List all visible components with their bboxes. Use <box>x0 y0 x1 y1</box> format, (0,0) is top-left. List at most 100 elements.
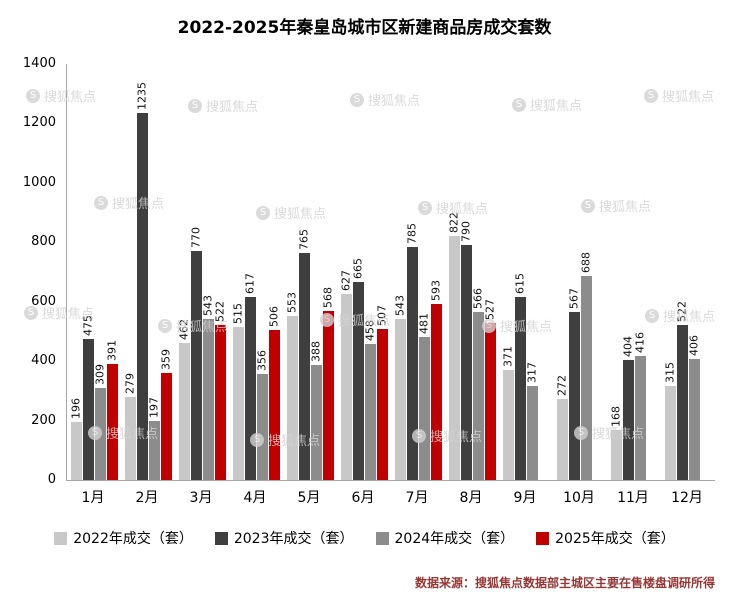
bar-slot: 356 <box>256 64 269 480</box>
bar <box>430 303 442 480</box>
bar-slot: 553 <box>285 64 299 480</box>
bar <box>502 369 514 480</box>
bar-group: 168 404 416 <box>607 64 661 480</box>
bar <box>460 245 472 480</box>
bar-slot: 566 <box>471 64 485 480</box>
bar-slot: 567 <box>567 64 581 480</box>
bar-value-label: 197 <box>147 397 161 419</box>
plot-area: 196 475 309 391 279 1235 197 359 462 770 543 522 515… <box>66 64 715 481</box>
bar <box>214 324 226 480</box>
bar-group: 543 785 481 593 <box>391 64 445 480</box>
bar <box>190 251 202 480</box>
sohu-logo-icon: S <box>26 88 40 103</box>
bar-value-label: 765 <box>297 228 311 250</box>
bar-slot: 404 <box>621 64 635 480</box>
bar-value-label: 543 <box>201 294 215 316</box>
bar-group: 462 770 543 522 <box>175 64 229 480</box>
bar-group: 627 665 458 507 <box>337 64 391 480</box>
x-axis-label: 5月 <box>297 490 321 506</box>
bar <box>526 385 538 480</box>
x-axis-label: 12月 <box>671 490 703 506</box>
legend: 2022年成交（套） 2023年成交（套） 2024年成交（套） 2025年成交（套） <box>0 528 729 548</box>
bar-value-label: 553 <box>285 291 299 313</box>
bar-value-label: 481 <box>417 313 431 335</box>
bar-slot <box>647 64 658 480</box>
bar <box>268 329 280 480</box>
bar <box>610 430 622 480</box>
bar-value-label: 617 <box>243 272 257 294</box>
bar-slot: 617 <box>243 64 257 480</box>
bar <box>580 275 592 480</box>
bar-slot: 785 <box>406 64 419 480</box>
bar <box>232 326 244 480</box>
source-note: 数据来源：搜狐焦点数据部主城区主要在售楼盘调研所得 <box>414 576 715 590</box>
x-axis-label: 4月 <box>243 490 267 506</box>
bar-slot: 317 <box>525 64 539 480</box>
bar-value-label: 506 <box>267 305 281 327</box>
bar <box>178 342 190 480</box>
bar-value-label: 196 <box>69 397 83 419</box>
bar-value-label: 317 <box>525 361 539 383</box>
bar-group: 272 567 688 <box>553 64 607 480</box>
bar-value-label: 272 <box>555 375 569 397</box>
bar-slot: 196 <box>69 64 83 480</box>
bar <box>622 359 634 480</box>
bar <box>70 421 82 480</box>
bar-slot: 627 <box>340 64 353 480</box>
bar-slot <box>701 64 712 480</box>
bar <box>94 388 106 480</box>
bar-value-label: 522 <box>213 300 227 322</box>
bar <box>514 297 526 480</box>
chart-title: 2022-2025年秦皇岛城市区新建商品房成交套数 <box>177 18 552 38</box>
bar-slot: 770 <box>189 64 203 480</box>
bar-value-label: 615 <box>513 273 527 295</box>
bar-slot: 168 <box>609 64 623 480</box>
bar-slot: 543 <box>394 64 407 480</box>
bar <box>406 246 418 480</box>
y-axis-label: 1000 <box>22 174 56 190</box>
bar-value-label: 522 <box>675 300 689 322</box>
y-axis-label: 1400 <box>22 56 56 71</box>
bar-value-label: 688 <box>579 251 593 273</box>
bar-slot: 462 <box>177 64 191 480</box>
bar <box>448 235 460 480</box>
bar <box>340 293 352 480</box>
y-axis-label: 200 <box>31 412 56 428</box>
bar <box>664 386 676 480</box>
bar <box>472 311 484 480</box>
y-axis-label: 400 <box>31 353 56 369</box>
bar <box>160 373 172 480</box>
bar-value-label: 593 <box>429 279 443 301</box>
y-axis-label: 600 <box>31 293 56 309</box>
bar-value-label: 770 <box>189 227 203 249</box>
bar <box>310 364 322 480</box>
bar-slot: 765 <box>297 64 311 480</box>
bar-slot: 506 <box>267 64 281 480</box>
bar-slot: 515 <box>232 64 245 480</box>
bar-slot: 475 <box>82 64 95 480</box>
legend-item: 2023年成交（套） <box>214 528 354 548</box>
bar <box>364 343 376 480</box>
bar-value-label: 462 <box>177 318 191 340</box>
bar-group: 371 615 317 <box>499 64 553 480</box>
bar-value-label: 168 <box>609 406 623 428</box>
x-axis-label: 3月 <box>189 490 213 506</box>
x-axis-label: 6月 <box>351 490 375 506</box>
x-axis-label: 9月 <box>513 490 537 506</box>
legend-item: 2022年成交（套） <box>54 528 193 548</box>
bar-slot: 406 <box>688 64 701 480</box>
bar-value-label: 567 <box>567 287 581 309</box>
bar-slot: 522 <box>213 64 227 480</box>
x-axis-label: 7月 <box>405 490 429 506</box>
bar-value-label: 279 <box>123 373 137 395</box>
bar-slot: 1235 <box>136 64 149 480</box>
legend-label: 2024年成交（套） <box>394 531 515 547</box>
bar <box>688 359 700 480</box>
bar-value-label: 404 <box>621 335 635 357</box>
y-axis-label: 1200 <box>22 115 56 131</box>
bar-value-label: 566 <box>471 287 485 309</box>
legend-swatch <box>214 531 228 545</box>
bar-slot <box>593 64 604 480</box>
bar <box>394 318 406 480</box>
legend-swatch <box>54 531 68 545</box>
